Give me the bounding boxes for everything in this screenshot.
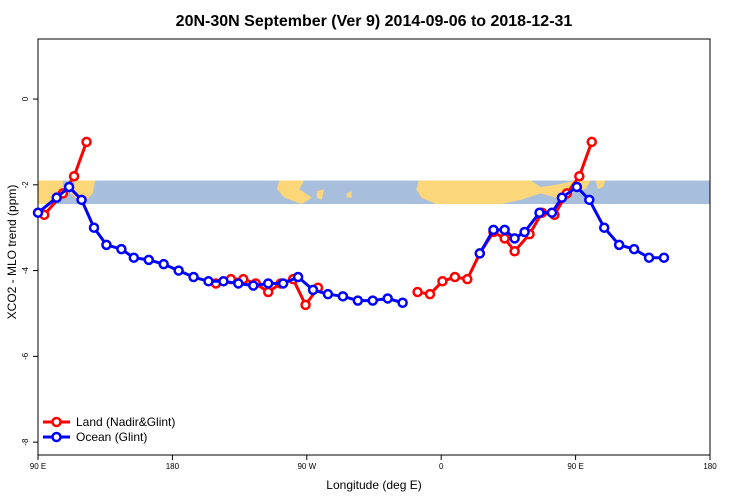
ocean-point-24	[382, 293, 393, 304]
ocean-point-13	[218, 276, 229, 287]
ocean-point-9	[158, 258, 169, 270]
ocean-point-28	[499, 224, 510, 236]
map-land-4	[416, 180, 591, 205]
land-point-17	[462, 273, 473, 285]
ocean-point-29	[509, 233, 520, 244]
ocean-point-4	[88, 222, 100, 233]
y-tick-label-3: -6	[21, 352, 30, 360]
land-point-16	[449, 271, 461, 283]
ocean-point-35	[584, 194, 595, 206]
series-land	[38, 136, 598, 311]
ocean-point-36	[598, 222, 610, 233]
ocean-point-11	[188, 271, 199, 283]
map-land-3	[316, 189, 325, 200]
x-tick-label-1: 180	[166, 462, 180, 471]
x-tick-label-3: 0	[439, 462, 444, 471]
ocean-point-2	[63, 181, 75, 193]
ocean-point-37	[613, 239, 625, 251]
legend-land-marker	[51, 416, 62, 428]
y-tick-label-4: -8	[21, 438, 30, 446]
map-land-5	[595, 180, 606, 190]
x-axis-label: Longitude (deg E)	[326, 478, 421, 492]
map-land-2	[276, 180, 312, 205]
x-tick-label-0: 90 E	[30, 462, 46, 471]
land-point-8	[262, 286, 274, 298]
x-tick-label-4: 90 E	[567, 462, 583, 471]
ocean-point-38	[628, 243, 640, 255]
y-tick-label-1: -2	[21, 181, 30, 189]
ocean-point-1	[51, 192, 62, 203]
land-point-11	[300, 299, 311, 311]
ocean-point-25	[397, 297, 408, 309]
land-point-26	[574, 170, 585, 182]
map-ocean	[38, 180, 710, 205]
land-point-21	[509, 246, 520, 257]
legend-land-label: Land (Nadir&Glint)	[76, 415, 175, 429]
ocean-point-39	[643, 252, 655, 263]
land-point-13	[412, 286, 423, 298]
series-ocean	[32, 181, 670, 309]
ocean-point-19	[307, 284, 319, 296]
y-tick-label-2: -4	[21, 266, 30, 274]
ocean-point-3	[76, 194, 87, 206]
ocean-point-16	[262, 278, 274, 289]
series-layer	[32, 136, 670, 311]
land-point-14	[424, 288, 436, 300]
ocean-point-5	[101, 239, 112, 251]
ocean-point-21	[337, 291, 349, 302]
y-axis: 0 -2 -4 -6 -8	[21, 39, 39, 455]
ocean-point-33	[556, 192, 568, 203]
world-map-band	[38, 180, 710, 205]
ocean-point-27	[488, 224, 499, 236]
chart-title: 20N-30N September (Ver 9) 2014-09-06 to …	[176, 13, 573, 30]
ocean-point-0	[32, 207, 44, 218]
legend-ocean-label: Ocean (Glint)	[76, 430, 147, 444]
land-point-15	[437, 276, 448, 287]
ocean-point-23	[367, 295, 379, 306]
land-point-20	[499, 233, 510, 244]
ocean-point-6	[116, 243, 127, 255]
ocean-point-15	[248, 280, 259, 291]
y-tick-label-0: 0	[21, 96, 30, 101]
ocean-point-32	[546, 207, 558, 218]
ocean-point-7	[128, 252, 140, 263]
land-point-2	[68, 170, 80, 182]
x-axis: 90 E 180 90 W 0 90 E 180	[30, 454, 717, 471]
ocean-point-31	[534, 207, 545, 218]
ocean-point-14	[233, 278, 244, 289]
ocean-point-40	[658, 252, 670, 263]
plot-frame	[37, 38, 711, 456]
x-tick-label-5: 180	[703, 462, 717, 471]
land-point-3	[81, 136, 92, 148]
legend-ocean-marker	[51, 431, 62, 443]
ocean-point-10	[173, 265, 184, 276]
ocean-point-26	[474, 248, 486, 259]
ocean-point-22	[352, 295, 364, 306]
ocean-point-34	[571, 181, 583, 193]
land-point-27	[586, 136, 598, 148]
ocean-point-17	[277, 278, 289, 289]
ocean-point-18	[292, 271, 304, 283]
y-axis-label: XCO2 - MLO trend (ppm)	[5, 185, 19, 320]
ocean-point-12	[203, 276, 214, 287]
land-line-segment-2	[417, 141, 594, 296]
ocean-point-20	[322, 288, 334, 300]
map-land-6	[346, 191, 352, 198]
ocean-point-8	[143, 254, 155, 266]
x-tick-label-2: 90 W	[297, 462, 316, 471]
legend: Land (Nadir&Glint) Ocean (Glint)	[43, 415, 175, 444]
ocean-point-30	[519, 226, 530, 238]
